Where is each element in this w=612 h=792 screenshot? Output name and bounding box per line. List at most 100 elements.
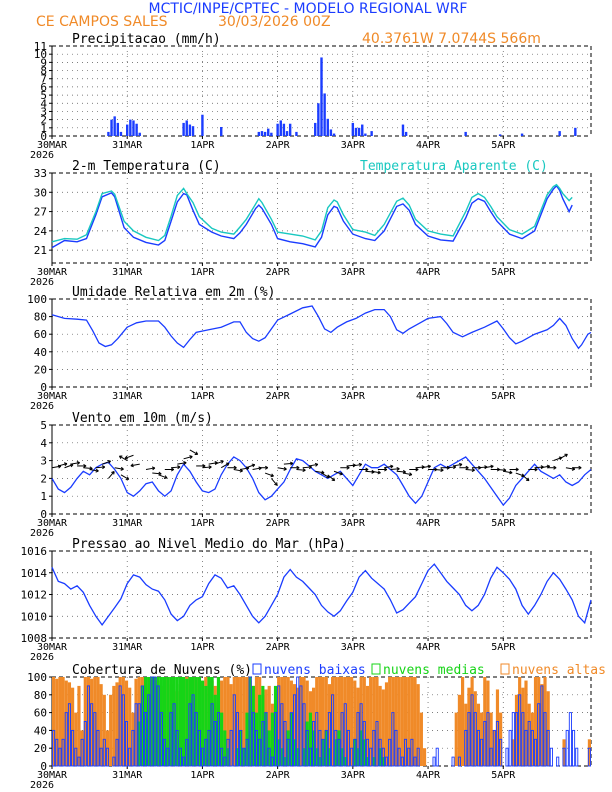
cloud-bar [254, 712, 259, 766]
wind-arrowhead [390, 464, 394, 469]
wind-vector [214, 460, 224, 465]
wind-arrowhead [264, 465, 269, 470]
wind-vector [95, 466, 105, 469]
cloud-bar [492, 730, 496, 766]
cloud-bar [204, 738, 208, 767]
cloud-bar [197, 677, 202, 766]
wind-vector [283, 462, 293, 465]
cloud-bar [378, 685, 382, 766]
wind-vector [145, 467, 155, 470]
cloud-bar [207, 729, 211, 767]
x-tick-label: 31MAR [112, 267, 143, 278]
cloud-bar [524, 729, 528, 767]
x-tick-label: 4APR [416, 642, 441, 653]
cloud-bar [273, 685, 278, 766]
temp-line-apparent [51, 183, 573, 243]
cloud-bar [562, 739, 566, 766]
legend-label: nuvens baixas [264, 663, 366, 678]
cloud-bar [251, 685, 255, 766]
x-tick-label: 2APR [266, 518, 291, 529]
cloud-bar [280, 703, 284, 767]
wind-line [51, 456, 592, 507]
legend-swatch [500, 663, 510, 675]
coords-label: 40.3761W 7.0744S 566m [362, 31, 541, 47]
cloud-bar [277, 685, 281, 767]
cloud-bar [213, 721, 217, 767]
cloud-bar [572, 729, 576, 767]
panel-title: Pressao ao Nivel Medio do Mar (hPa) [72, 537, 346, 552]
precip-bar [354, 127, 358, 136]
cloud-bar [140, 685, 144, 766]
cloud-bar [384, 682, 389, 766]
wind-arrowhead [471, 468, 475, 473]
y-tick-label: 40 [34, 724, 47, 737]
cloud-bar [530, 729, 534, 767]
cloud-bar [435, 747, 439, 767]
cloud-bar [527, 721, 531, 767]
cloud-bar [283, 757, 287, 766]
cloud-bar [562, 747, 566, 767]
cloud-bar [457, 694, 462, 766]
cloud-bar [451, 756, 455, 767]
wind-arrowhead [120, 466, 124, 471]
cloud-bar [102, 738, 106, 767]
wind-arrowhead [76, 461, 80, 465]
cloud-bar [508, 729, 512, 767]
panel-title: Umidade Relativa em 2m (%) [72, 285, 276, 300]
cloud-bar [207, 677, 211, 766]
cloud-bar [280, 748, 284, 766]
cloud-bar [137, 721, 141, 766]
precip-bar [370, 131, 373, 136]
wind-vector [327, 474, 335, 482]
cloud-bar [264, 712, 268, 767]
x-year-label: 2026 [30, 401, 54, 412]
cloud-bar [235, 748, 240, 766]
wind-arrowhead [515, 467, 519, 472]
cloud-bar [163, 738, 167, 767]
cloud-bar [372, 677, 376, 766]
cloud-bar [109, 694, 113, 766]
wind-vector [333, 470, 343, 475]
cloud-bar [327, 712, 331, 767]
cloud-bar [467, 712, 471, 767]
wind-vector [171, 466, 181, 469]
cloud-bar [337, 730, 341, 766]
wind-vector [421, 465, 431, 469]
x-tick-label: 2APR [266, 267, 291, 278]
x-tick-label: 31MAR [112, 391, 143, 402]
cloud-bar [334, 739, 338, 766]
cloud-bar [350, 747, 354, 767]
cloud-bar [546, 729, 550, 767]
cloud-bar [397, 747, 401, 767]
x-tick-label: 30MAR [37, 518, 68, 529]
cloud-bar [235, 712, 240, 767]
x-tick-label: 30MAR [37, 770, 68, 781]
cloud-bar [159, 677, 163, 766]
wind-vector [434, 469, 444, 471]
x-tick-label: 31MAR [112, 518, 143, 529]
cloud-bar [55, 738, 59, 767]
cloud-bar [162, 677, 167, 766]
x-tick-label: 30MAR [37, 391, 68, 402]
wind-arrowhead [220, 460, 224, 464]
cloud-bar [254, 729, 259, 767]
cloud-bar [124, 680, 129, 766]
x-year-label: 2026 [30, 277, 54, 288]
cloud-bar [261, 721, 265, 767]
x-tick-label: 30MAR [37, 642, 68, 653]
precip-bar [270, 132, 273, 136]
cloud-bar [388, 738, 392, 767]
cloud-bar [292, 684, 297, 766]
cloud-bar [356, 712, 360, 767]
cloud-bar [232, 694, 236, 767]
cloud-bar [134, 703, 138, 767]
cloud-bar [153, 676, 157, 767]
panel-5: 1008 1010 1012 1014 1016 30MAR 31MAR 1APR 2APR 3A… [21, 537, 592, 663]
cloud-bar [71, 729, 75, 767]
precip-bar [351, 122, 355, 136]
panel-4: 0 1 2 3 4 5 30MAR 31MAR 1APR 2APR 3APR 4APR 5APR 2026… [30, 411, 592, 539]
cloud-bar [302, 677, 306, 766]
cloud-bar [223, 756, 227, 767]
